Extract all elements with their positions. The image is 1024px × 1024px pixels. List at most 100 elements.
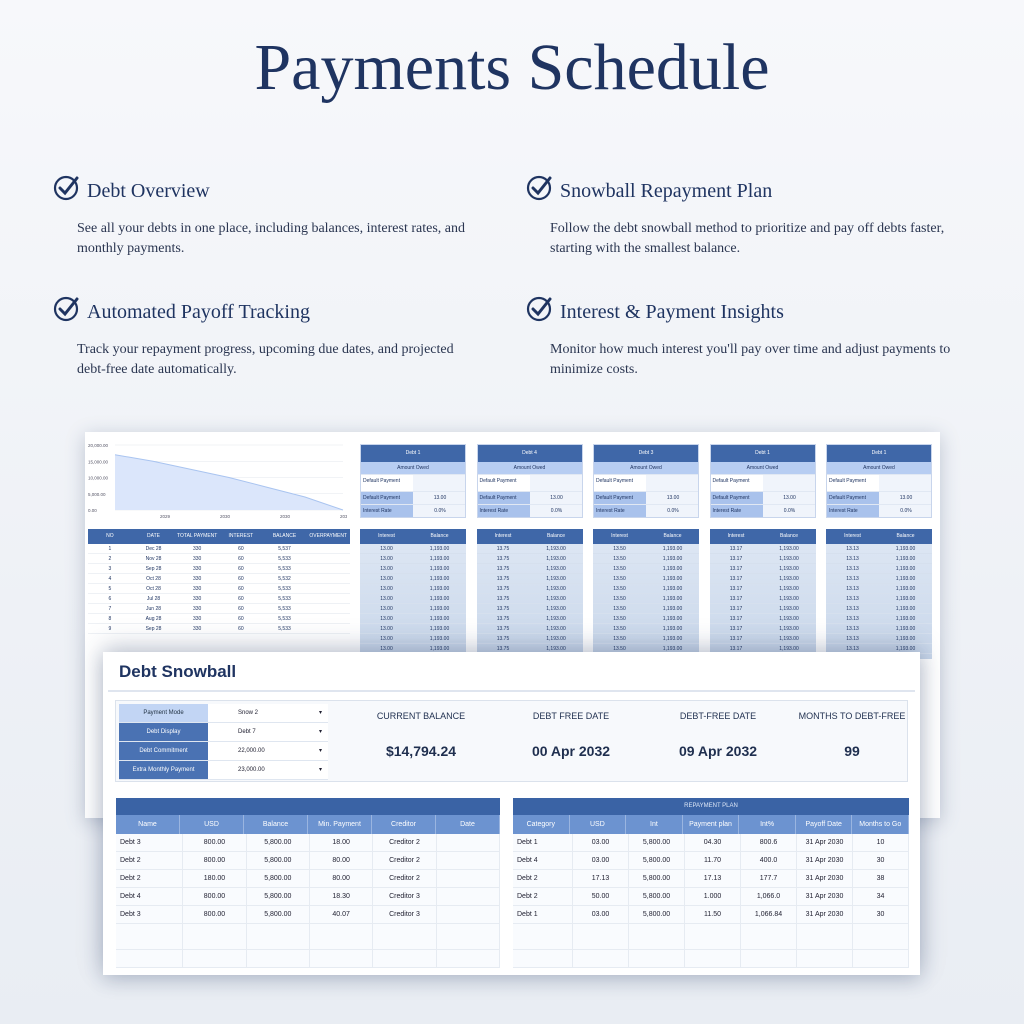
table-cell: 13.50 <box>613 646 626 652</box>
table-cell: Oct 28 <box>146 576 161 582</box>
column-header: Balance <box>546 533 566 539</box>
table-row: 13.00 1,193.00 <box>360 574 466 584</box>
input-dropdown[interactable]: 23,000.00 ▾ <box>208 761 328 779</box>
card-row: Interest Rate 0.0% <box>827 504 931 517</box>
card-row: Default Payment 13.00 <box>827 491 931 504</box>
table-cell: 31 Apr 2030 <box>797 888 853 905</box>
table-cell: 1,193.00 <box>429 596 450 602</box>
table-cell <box>853 924 909 949</box>
table-cell: 03.00 <box>573 834 629 851</box>
table-cell <box>373 924 437 949</box>
table-cell: 1,193.00 <box>895 636 916 642</box>
table-cell <box>310 924 374 949</box>
table-cell: 13.75 <box>496 556 510 562</box>
column-header: Interest <box>378 533 395 539</box>
column-header: Payment plan <box>683 815 740 834</box>
table-row: 13.50 1,193.00 <box>593 574 699 584</box>
card-row: Default Payment 13.00 <box>710 491 815 504</box>
chevron-down-icon: ▾ <box>318 748 322 754</box>
card-row: Interest Rate 0.0% <box>594 504 698 517</box>
table-cell: 13.75 <box>496 626 510 632</box>
column-header: USD <box>180 815 244 834</box>
row-value: 13.00 <box>762 492 815 504</box>
table-row: 5 Oct 28 330 60 5,533 <box>88 584 350 594</box>
debt-card-subtitle: Amount Owed <box>477 462 582 474</box>
table-cell <box>437 888 500 905</box>
table-row: 13.00 1,193.00 <box>360 604 466 614</box>
debt-card: Debt 1 Amount Owed Default Payment Default … <box>360 444 466 518</box>
table-row: 13.50 1,193.00 <box>593 554 699 564</box>
feature-block: Snowball Repayment Plan Follow the debt s… <box>526 175 956 259</box>
table-cell: 177.7 <box>741 870 797 887</box>
table-row: 13.75 1,193.00 <box>476 544 583 554</box>
table-cell: 1,193.00 <box>895 566 916 572</box>
debt-card-title: Debt 1 <box>827 445 931 462</box>
feature-title: Snowball Repayment Plan <box>560 179 773 202</box>
row-label: Default Payment <box>827 492 879 504</box>
kpi-label: DEBT-FREE DATE <box>679 711 757 721</box>
x-tick-label: 2029 <box>160 514 171 519</box>
table-cell <box>306 624 350 633</box>
table-row: 13.13 1,193.00 <box>826 554 932 564</box>
table-cell: 13.13 <box>846 606 859 612</box>
table-row: 13.00 1,193.00 <box>360 594 466 604</box>
table-cell: 1,193.00 <box>662 586 683 592</box>
row-value: 13.00 <box>413 492 465 504</box>
table-cell: 5,800.00 <box>629 870 685 887</box>
table-cell: 13.75 <box>496 586 510 592</box>
table-cell: 1,193.00 <box>546 596 566 602</box>
table-cell <box>437 852 500 869</box>
table-cell: 13.17 <box>729 546 743 552</box>
table-cell <box>306 564 350 573</box>
table-cell: 5,533 <box>278 596 291 602</box>
table-cell: 1,193.00 <box>662 556 683 562</box>
table-cell: Jun 28 <box>146 606 162 612</box>
divider <box>108 690 915 692</box>
table-row: 13.75 1,193.00 <box>476 624 583 634</box>
row-value: 13.00 <box>646 492 698 504</box>
card-row: Default Payment <box>710 474 815 491</box>
column-header: Balance <box>244 815 308 834</box>
debt-card-subtitle: Amount Owed <box>361 462 465 474</box>
y-tick-label: 10,000.00 <box>88 476 109 481</box>
table-cell: 50.00 <box>573 888 629 905</box>
column-header: Date <box>436 815 500 834</box>
table-row: Debt 4 800.00 5,800.00 18.30 Creditor 3 <box>116 888 500 906</box>
table-cell: 60 <box>238 626 244 632</box>
table-cell: Sep 28 <box>145 626 162 632</box>
table-cell <box>573 950 629 967</box>
table-cell: 1,193.00 <box>779 576 799 582</box>
table-cell: 1,193.00 <box>429 616 450 622</box>
table-row: Debt 3 800.00 5,800.00 40.07 Creditor 3 <box>116 906 500 924</box>
debt-card-subtitle: Amount Owed <box>710 462 815 474</box>
feature-title: Automated Payoff Tracking <box>87 300 310 323</box>
table-cell: Nov 28 <box>145 556 162 562</box>
y-tick-label: 5,000.00 <box>88 492 106 497</box>
row-value <box>646 475 698 491</box>
table-cell: 4 <box>108 576 112 582</box>
table-cell: 330 <box>193 626 202 632</box>
input-dropdown[interactable]: 22,000.00 ▾ <box>208 742 328 760</box>
feature-description: Track your repayment progress, upcoming … <box>77 342 454 377</box>
table-cell: 330 <box>193 546 202 552</box>
table-cell: 5,533 <box>278 556 291 562</box>
table-cell: 1,193.00 <box>546 586 566 592</box>
table-row: Debt 2 50.00 5,800.00 1.000 1,066.0 31 Apr 20… <box>513 888 909 906</box>
table-row: 13.13 1,193.00 <box>826 584 932 594</box>
table-cell <box>306 544 350 553</box>
table-cell: Creditor 3 <box>373 888 437 905</box>
row-label: Interest Rate <box>710 505 763 517</box>
table-cell: 1,193.00 <box>429 556 450 562</box>
table-row: 13.00 1,193.00 <box>360 554 466 564</box>
input-dropdown[interactable]: Snow 2 ▾ <box>208 704 328 722</box>
table-cell: 1,193.00 <box>662 566 683 572</box>
input-dropdown[interactable]: Debt 7 ▾ <box>208 723 328 741</box>
table-row: 13.17 1,193.00 <box>709 594 816 604</box>
table-cell: 13.17 <box>729 626 743 632</box>
row-value <box>413 475 465 491</box>
table-row: 3 Sep 28 330 60 5,533 <box>88 564 350 574</box>
table-cell: 13.00 <box>380 626 393 632</box>
table-cell: 800.00 <box>183 906 247 923</box>
table-cell: 1,193.00 <box>546 576 566 582</box>
table-cell: 13.13 <box>846 546 859 552</box>
